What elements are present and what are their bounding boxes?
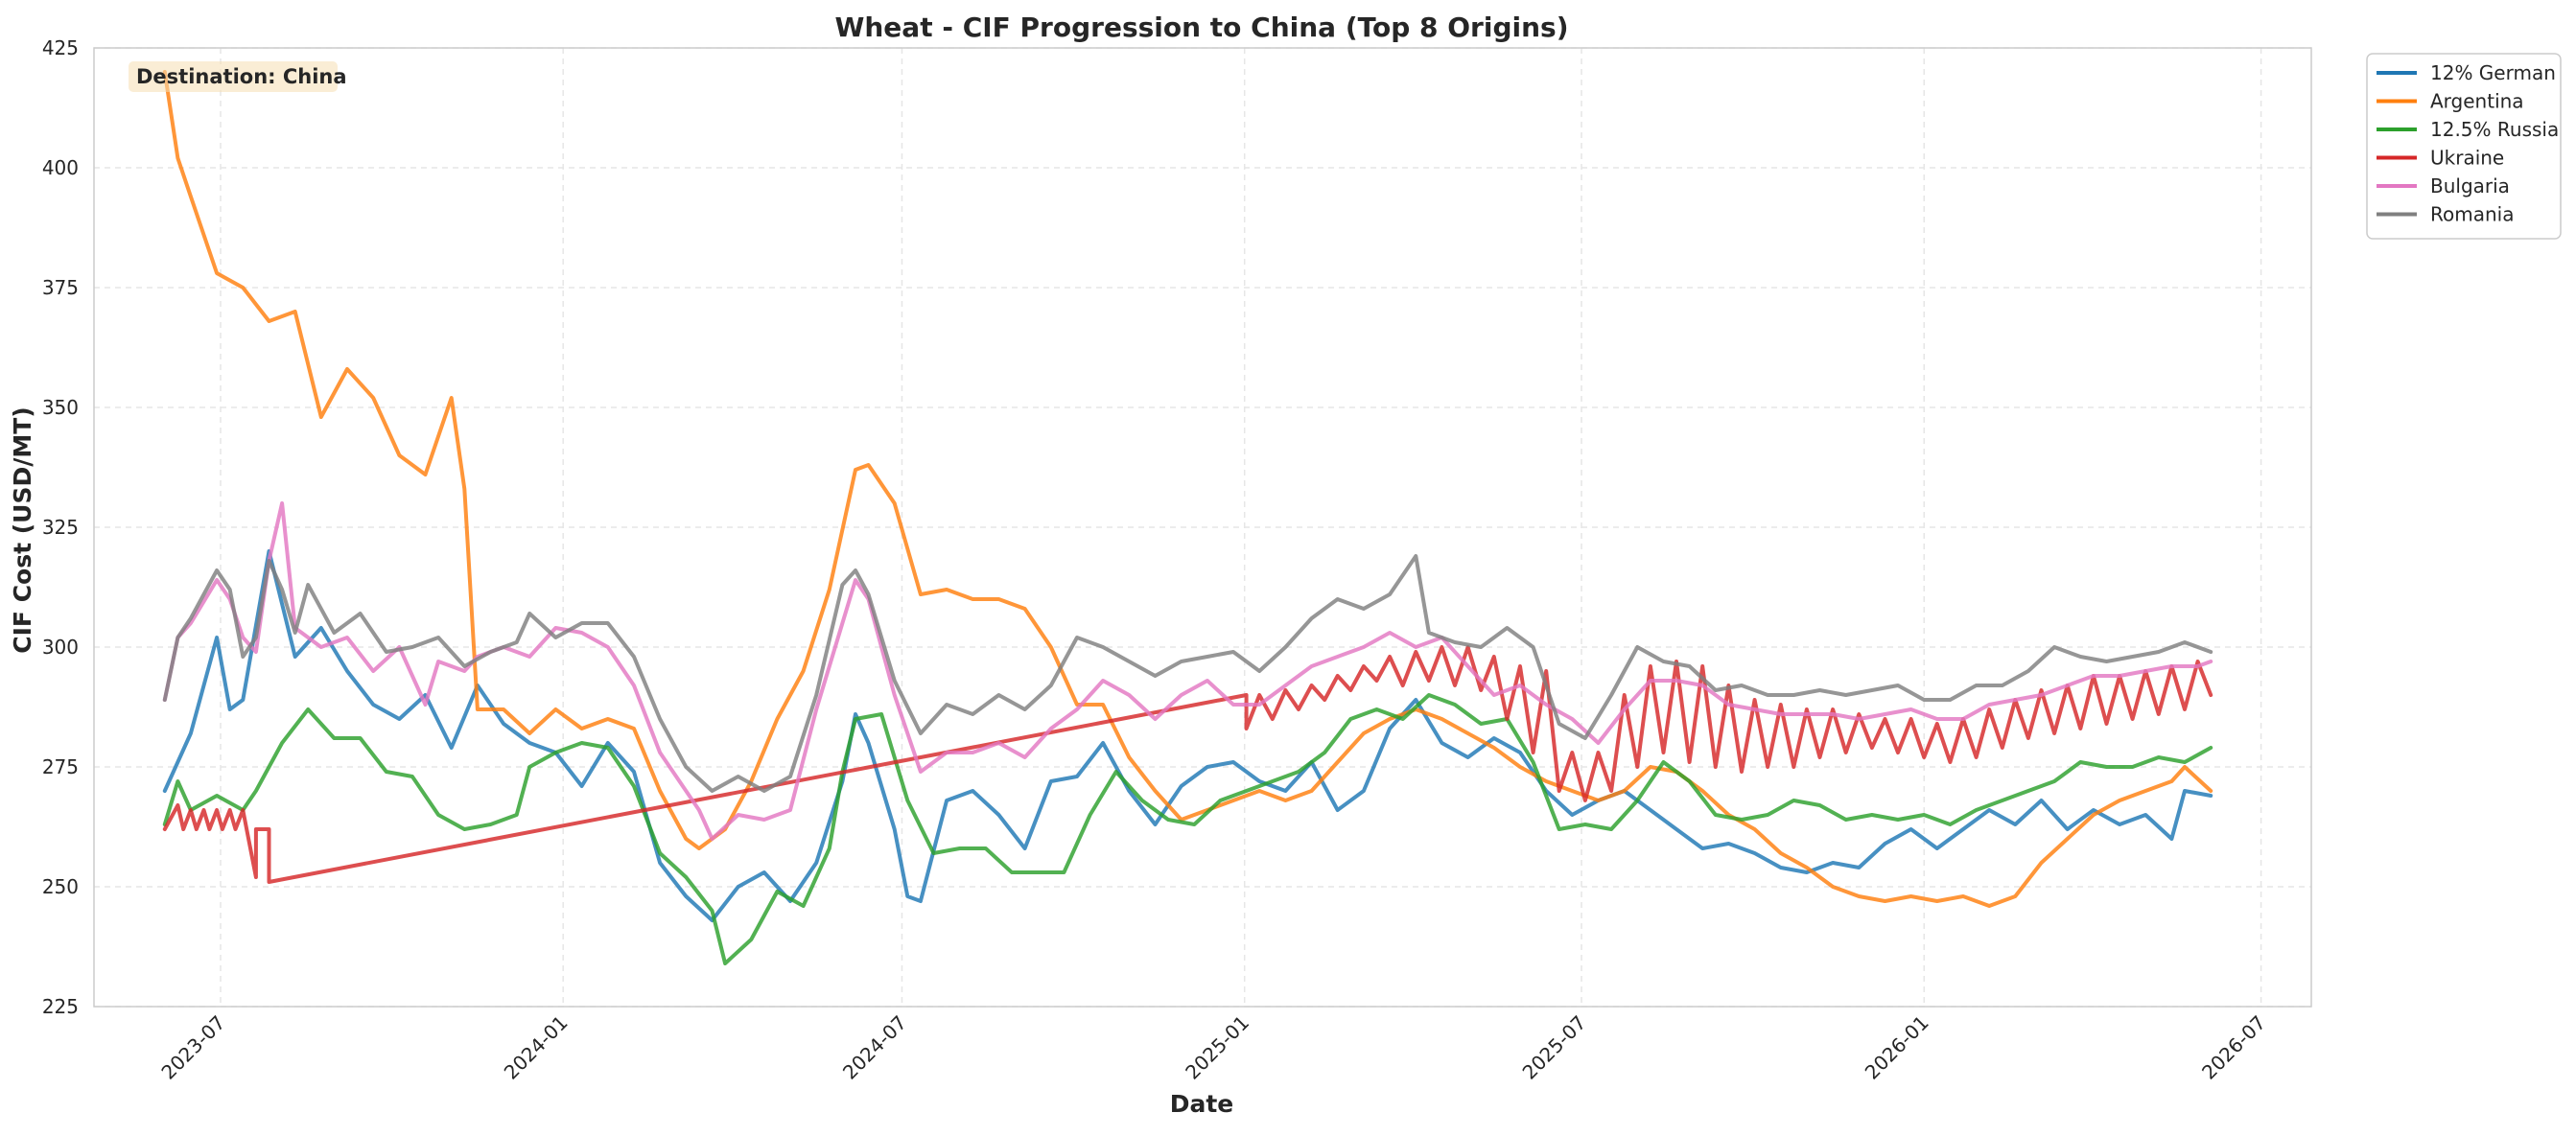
series-line-12-5-russia xyxy=(162,693,2213,965)
legend-label-12-german: 12% German xyxy=(2430,61,2556,84)
grid xyxy=(94,47,2311,1008)
y-tick-label: 400 xyxy=(42,156,79,179)
series-line-bulgaria xyxy=(162,501,2213,841)
y-tick-label: 325 xyxy=(42,516,79,539)
y-tick-label: 375 xyxy=(42,276,79,299)
legend-label-romania: Romania xyxy=(2430,203,2514,226)
y-tick-label: 300 xyxy=(42,636,79,659)
legend-label-12-5-russia: 12.5% Russia xyxy=(2430,118,2559,141)
series-line-romania xyxy=(162,554,2213,793)
legend-label-argentina: Argentina xyxy=(2430,90,2524,113)
destination-annotation: Destination: China xyxy=(129,61,347,92)
y-tick-label: 275 xyxy=(42,755,79,778)
series-lines xyxy=(162,70,2213,965)
plot-frame xyxy=(93,47,2312,1008)
series-line-ukraine xyxy=(162,645,2213,884)
legend-label-ukraine: Ukraine xyxy=(2430,147,2504,170)
y-tick-label: 350 xyxy=(42,396,79,419)
y-tick-label: 425 xyxy=(42,36,79,59)
series-line-argentina xyxy=(162,70,2213,908)
x-axis-label: Date xyxy=(1170,1090,1234,1118)
y-tick-label: 225 xyxy=(42,995,79,1018)
y-axis-label: CIF Cost (USD/MT) xyxy=(9,406,36,653)
annotation-text: Destination: China xyxy=(136,65,347,88)
chart-title: Wheat - CIF Progression to China (Top 8 … xyxy=(834,12,1568,43)
annotation-box xyxy=(129,61,338,92)
legend: 12% German Argentina 12.5% Russia Ukraine Bu… xyxy=(2366,53,2562,240)
legend-label-bulgaria: Bulgaria xyxy=(2430,174,2510,197)
y-tick-label: 250 xyxy=(42,875,79,898)
